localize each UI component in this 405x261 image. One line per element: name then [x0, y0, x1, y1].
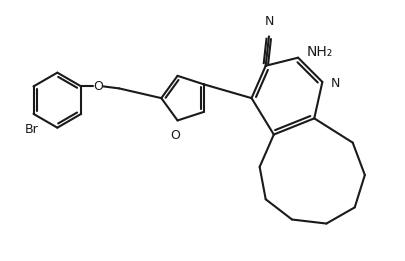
- Text: O: O: [93, 80, 103, 93]
- Text: NH₂: NH₂: [306, 45, 333, 59]
- Text: N: N: [264, 15, 274, 28]
- Text: O: O: [170, 128, 180, 141]
- Text: Br: Br: [25, 123, 38, 136]
- Text: N: N: [330, 78, 339, 91]
